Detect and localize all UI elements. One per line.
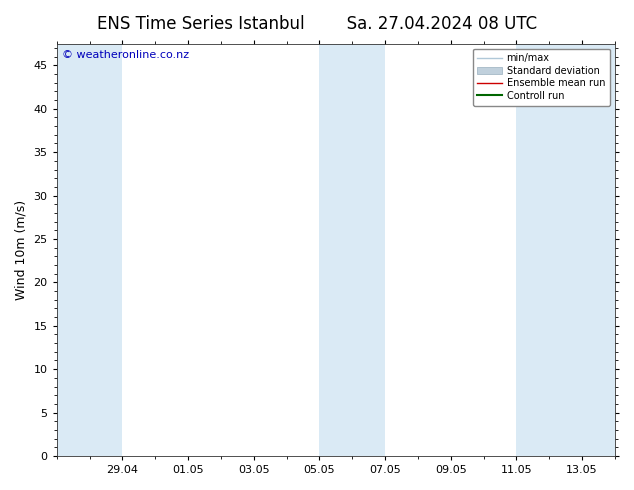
- Legend: min/max, Standard deviation, Ensemble mean run, Controll run: min/max, Standard deviation, Ensemble me…: [472, 49, 610, 105]
- Y-axis label: Wind 10m (m/s): Wind 10m (m/s): [15, 200, 28, 300]
- Bar: [516, 44, 615, 456]
- Text: © weatheronline.co.nz: © weatheronline.co.nz: [62, 50, 190, 60]
- Text: ENS Time Series Istanbul        Sa. 27.04.2024 08 UTC: ENS Time Series Istanbul Sa. 27.04.2024 …: [97, 15, 537, 33]
- Bar: [56, 44, 122, 456]
- Bar: [320, 44, 385, 456]
